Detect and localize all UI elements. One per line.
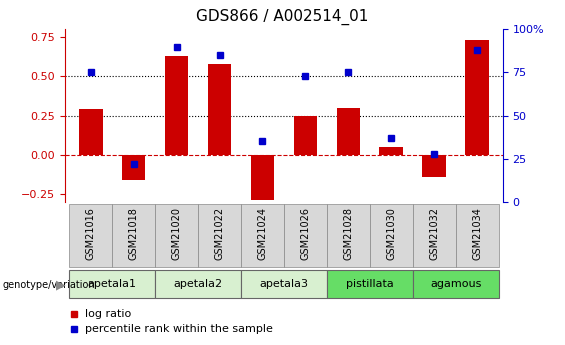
Text: apetala1: apetala1 <box>88 279 137 289</box>
Text: apetala2: apetala2 <box>173 279 223 289</box>
FancyBboxPatch shape <box>455 204 498 267</box>
FancyBboxPatch shape <box>155 270 241 298</box>
FancyBboxPatch shape <box>370 204 412 267</box>
Text: GSM21022: GSM21022 <box>215 207 224 260</box>
Text: GSM21034: GSM21034 <box>472 207 482 260</box>
FancyBboxPatch shape <box>241 204 284 267</box>
Text: GSM21018: GSM21018 <box>129 207 138 260</box>
Bar <box>165 56 188 155</box>
FancyBboxPatch shape <box>112 204 155 267</box>
Text: GSM21026: GSM21026 <box>301 207 310 260</box>
FancyBboxPatch shape <box>327 270 412 298</box>
Bar <box>294 116 317 155</box>
FancyBboxPatch shape <box>198 204 241 267</box>
FancyBboxPatch shape <box>155 204 198 267</box>
Bar <box>380 147 403 155</box>
FancyBboxPatch shape <box>412 204 455 267</box>
Text: GSM21024: GSM21024 <box>258 207 267 260</box>
Text: GSM21028: GSM21028 <box>344 207 353 260</box>
Text: GSM21032: GSM21032 <box>429 207 439 260</box>
Bar <box>423 155 446 177</box>
FancyBboxPatch shape <box>241 270 327 298</box>
Bar <box>251 155 274 200</box>
Text: GSM21020: GSM21020 <box>172 207 181 260</box>
Bar <box>466 40 489 155</box>
Bar <box>122 155 145 180</box>
FancyBboxPatch shape <box>69 204 112 267</box>
FancyBboxPatch shape <box>284 204 327 267</box>
Text: percentile rank within the sample: percentile rank within the sample <box>85 324 272 334</box>
FancyBboxPatch shape <box>69 270 155 298</box>
Text: GSM21030: GSM21030 <box>386 207 396 260</box>
Bar <box>208 64 231 155</box>
Text: genotype/variation: genotype/variation <box>3 280 95 289</box>
Bar <box>337 108 360 155</box>
Text: pistillata: pistillata <box>346 279 394 289</box>
Text: ▶: ▶ <box>56 278 66 291</box>
Text: log ratio: log ratio <box>85 309 131 319</box>
Bar <box>79 109 102 155</box>
Text: GDS866 / A002514_01: GDS866 / A002514_01 <box>196 9 369 25</box>
FancyBboxPatch shape <box>327 204 370 267</box>
FancyBboxPatch shape <box>412 270 498 298</box>
Text: agamous: agamous <box>430 279 481 289</box>
Text: apetala3: apetala3 <box>259 279 308 289</box>
Text: GSM21016: GSM21016 <box>86 207 95 260</box>
